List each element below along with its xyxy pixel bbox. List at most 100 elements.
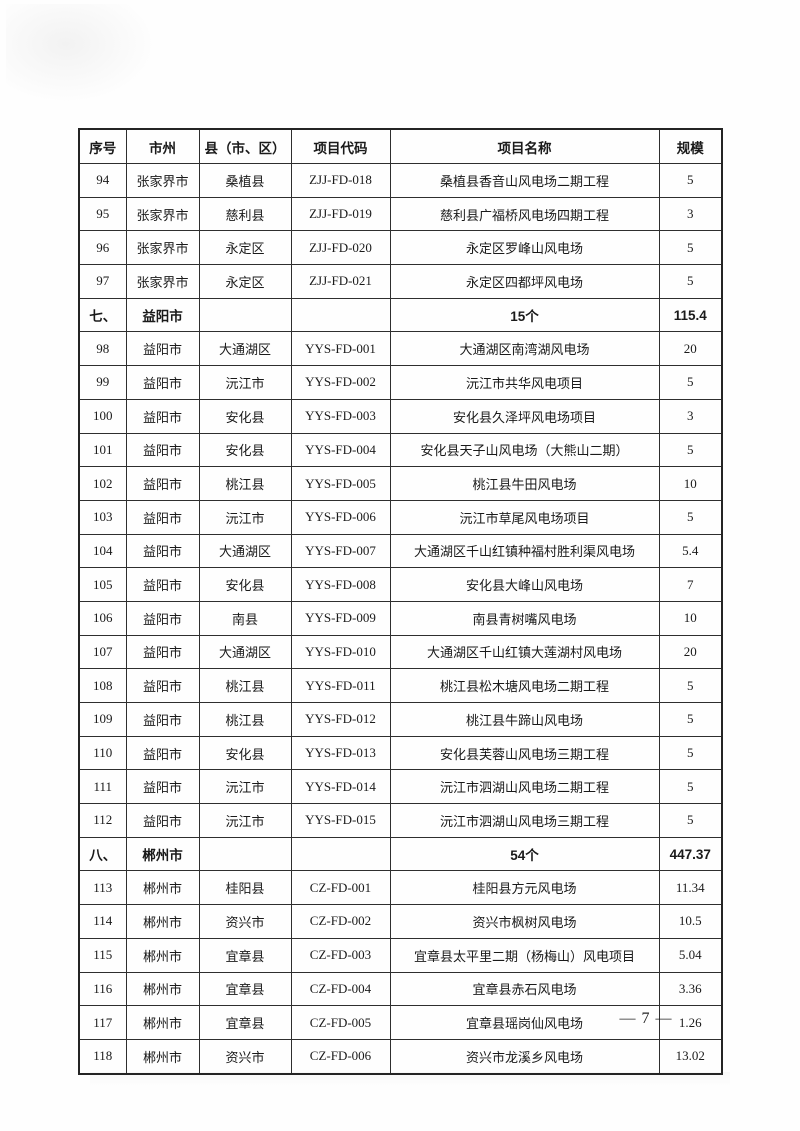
cell-name: 54个 — [389, 836, 660, 872]
cell-city: 益阳市 — [125, 735, 200, 771]
cell-name: 安化县久泽坪风电场项目 — [389, 398, 660, 434]
cell-no: 109 — [78, 702, 127, 737]
table-row: 110 益阳市 安化县 YYS-FD-013 安化县芙蓉山风电场三期工程 5 — [78, 735, 723, 771]
cell-no: 102 — [78, 466, 127, 501]
table-row: 114 郴州市 资兴市 CZ-FD-002 资兴市枫树风电场 10.5 — [78, 904, 723, 939]
table-row: 95 张家界市 慈利县 ZJJ-FD-019 慈利县广福桥风电场四期工程 3 — [78, 196, 723, 232]
cell-code: YYS-FD-015 — [290, 803, 391, 838]
cell-city: 益阳市 — [125, 567, 200, 602]
cell-city: 郴州市 — [125, 1005, 200, 1040]
cell-no: 95 — [78, 196, 127, 232]
cell-no: 101 — [78, 432, 127, 468]
cell-scale: 20 — [658, 634, 723, 670]
cell-code: YYS-FD-007 — [290, 533, 391, 569]
cell-no: 111 — [78, 769, 127, 805]
page-number: — 7 — — [619, 1010, 673, 1027]
cell-scale: 10.5 — [658, 904, 723, 939]
cell-county: 大通湖区 — [198, 634, 292, 670]
cell-name: 宜章县太平里二期（杨梅山）风电项目 — [389, 937, 660, 973]
cell-name: 宜章县赤石风电场 — [389, 971, 660, 1007]
cell-county: 慈利县 — [198, 196, 292, 232]
cell-code — [290, 297, 391, 333]
cell-county: 永定区 — [198, 264, 292, 299]
cell-scale: 5 — [658, 668, 723, 703]
cell-county: 桂阳县 — [198, 870, 292, 906]
cell-name: 南县青树嘴风电场 — [389, 600, 660, 636]
cell-county: 沅江市 — [198, 365, 292, 400]
cell-scale: 5 — [658, 230, 723, 266]
cell-name: 大通湖区千山红镇大莲湖村风电场 — [389, 634, 660, 670]
cell-scale: 3 — [658, 398, 723, 434]
cell-code: YYS-FD-008 — [290, 567, 391, 602]
cell-city: 益阳市 — [125, 365, 200, 400]
cell-code: YYS-FD-001 — [290, 331, 391, 367]
cell-no: 104 — [78, 533, 127, 569]
cell-city: 郴州市 — [125, 971, 200, 1007]
cell-no: 114 — [78, 904, 127, 939]
cell-scale: 3 — [658, 196, 723, 232]
cell-name: 宜章县瑶岗仙风电场 — [389, 1005, 660, 1040]
table-row: 94 张家界市 桑植县 ZJJ-FD-018 桑植县香音山风电场二期工程 5 — [78, 163, 723, 198]
cell-name: 桃江县牛田风电场 — [389, 466, 660, 501]
cell-name: 安化县大峰山风电场 — [389, 567, 660, 602]
cell-code: ZJJ-FD-021 — [290, 264, 391, 299]
cell-code: YYS-FD-003 — [290, 398, 391, 434]
table-row: 101 益阳市 安化县 YYS-FD-004 安化县天子山风电场（大熊山二期） 5 — [78, 432, 723, 468]
cell-county: 大通湖区 — [198, 533, 292, 569]
cell-city: 益阳市 — [125, 600, 200, 636]
cell-code: YYS-FD-002 — [290, 365, 391, 400]
table-row: 98 益阳市 大通湖区 YYS-FD-001 大通湖区南湾湖风电场 20 — [78, 331, 723, 367]
cell-code: YYS-FD-004 — [290, 432, 391, 468]
cell-no: 八、 — [78, 836, 127, 872]
cell-no: 97 — [78, 264, 127, 299]
cell-city: 益阳市 — [125, 769, 200, 805]
cell-city: 益阳市 — [125, 499, 200, 535]
table-row: 100 益阳市 安化县 YYS-FD-003 安化县久泽坪风电场项目 3 — [78, 398, 723, 434]
table-row: 106 益阳市 南县 YYS-FD-009 南县青树嘴风电场 10 — [78, 600, 723, 636]
cell-no: 94 — [78, 163, 127, 198]
cell-county: 桃江县 — [198, 702, 292, 737]
scan-artifact — [6, 4, 156, 104]
cell-code: YYS-FD-014 — [290, 769, 391, 805]
cell-city: 益阳市 — [125, 803, 200, 838]
cell-no: 110 — [78, 735, 127, 771]
cell-code: ZJJ-FD-020 — [290, 230, 391, 266]
cell-no: 107 — [78, 634, 127, 670]
cell-name: 慈利县广福桥风电场四期工程 — [389, 196, 660, 232]
cell-code: YYS-FD-013 — [290, 735, 391, 771]
cell-scale: 5 — [658, 499, 723, 535]
cell-city: 张家界市 — [125, 230, 200, 266]
cell-no: 98 — [78, 331, 127, 367]
cell-code: YYS-FD-006 — [290, 499, 391, 535]
cell-county: 宜章县 — [198, 971, 292, 1007]
project-table: 序号 市州 县（市、区） 项目代码 项目名称 规模 94 张家界市 桑植县 ZJJ-F… — [78, 128, 723, 1075]
cell-code: ZJJ-FD-019 — [290, 196, 391, 232]
cell-no: 113 — [78, 870, 127, 906]
cell-code: YYS-FD-009 — [290, 600, 391, 636]
cell-no: 106 — [78, 600, 127, 636]
header-row: 序号 市州 县（市、区） 项目代码 项目名称 规模 — [78, 128, 723, 164]
cell-name: 大通湖区南湾湖风电场 — [389, 331, 660, 367]
table-row: 96 张家界市 永定区 ZJJ-FD-020 永定区罗峰山风电场 5 — [78, 230, 723, 266]
cell-city: 郴州市 — [125, 937, 200, 973]
cell-scale: 115.4 — [658, 297, 723, 333]
cell-name: 安化县天子山风电场（大熊山二期） — [389, 432, 660, 468]
cell-no: 100 — [78, 398, 127, 434]
cell-county: 宜章县 — [198, 937, 292, 973]
cell-county: 大通湖区 — [198, 331, 292, 367]
cell-city: 郴州市 — [125, 870, 200, 906]
column-header-county: 县（市、区） — [198, 128, 292, 164]
cell-county: 资兴市 — [198, 904, 292, 939]
cell-scale: 5 — [658, 735, 723, 771]
cell-no: 99 — [78, 365, 127, 400]
cell-county: 沅江市 — [198, 769, 292, 805]
table-row: 113 郴州市 桂阳县 CZ-FD-001 桂阳县方元风电场 11.34 — [78, 870, 723, 906]
table-row: 107 益阳市 大通湖区 YYS-FD-010 大通湖区千山红镇大莲湖村风电场 20 — [78, 634, 723, 670]
cell-name: 沅江市泗湖山风电场三期工程 — [389, 803, 660, 838]
cell-name: 资兴市枫树风电场 — [389, 904, 660, 939]
cell-code: CZ-FD-006 — [290, 1038, 391, 1075]
cell-county — [198, 297, 292, 333]
cell-code: CZ-FD-001 — [290, 870, 391, 906]
cell-code: CZ-FD-002 — [290, 904, 391, 939]
